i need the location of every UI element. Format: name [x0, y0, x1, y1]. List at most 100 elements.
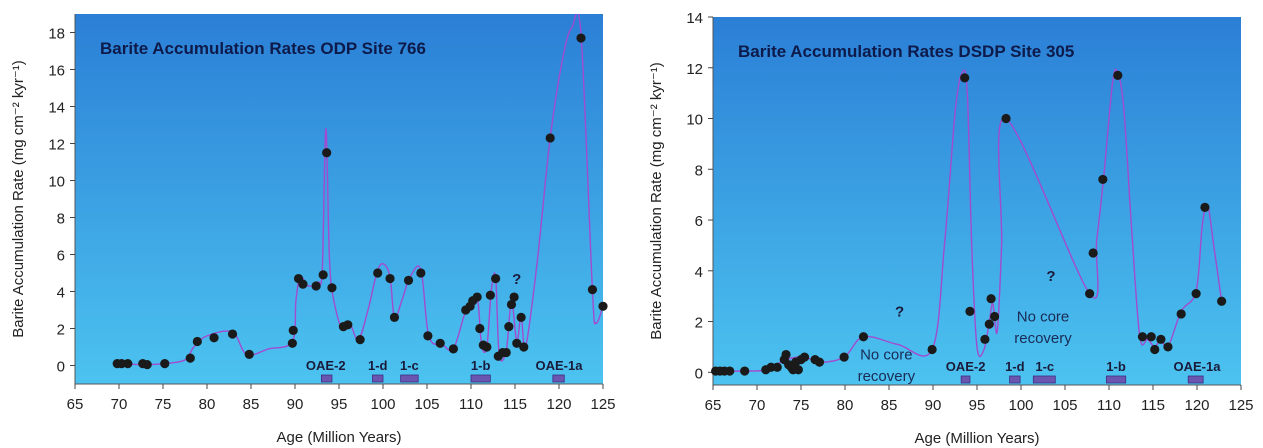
odp-x-tick-label: 70: [111, 396, 128, 413]
dsdp-data-point: [1137, 332, 1148, 342]
odp-chart-title: Barite Accumulation Rates ODP Site 766: [100, 39, 426, 58]
odp-event-bar: [320, 374, 333, 383]
dsdp-x-tick-label: 85: [881, 397, 898, 414]
odp-event-label: 1-c: [400, 358, 419, 373]
odp-x-tick-label: 125: [590, 396, 615, 413]
dsdp-plot-area: [713, 17, 1241, 385]
chart-odp-766: 0 2 4 6 8 10 12 14 16 18 65 70 75 80 85 90 95 100 105 110 11…: [0, 0, 620, 448]
dsdp-data-point: [1146, 332, 1156, 342]
dsdp-data-point: [1200, 202, 1210, 212]
odp-data-point: [423, 331, 433, 341]
odp-data-point: [322, 148, 332, 158]
dsdp-event-bar: [1105, 375, 1127, 384]
dsdp-data-point: [980, 334, 990, 344]
dsdp-y-tick-label: 14: [686, 10, 703, 27]
dsdp-x-tick-label: 125: [1228, 397, 1253, 414]
dsdp-event-bar: [1187, 375, 1204, 384]
odp-event-bar: [552, 374, 565, 383]
dsdp-data-point: [927, 344, 937, 355]
dsdp-x-tick-label: 75: [793, 397, 810, 414]
odp-y-tick-label: 10: [48, 174, 65, 191]
odp-data-point: [288, 325, 298, 335]
dsdp-data-point: [984, 319, 994, 329]
odp-data-point: [416, 268, 426, 278]
odp-y-tick-label: 6: [57, 248, 65, 265]
odp-data-point: [472, 292, 482, 302]
odp-x-tick-label: 105: [414, 396, 439, 413]
dsdp-x-tick-label: 115: [1141, 397, 1165, 414]
dsdp-y-tick-label: 12: [686, 61, 703, 78]
odp-y-tick-label: 12: [48, 137, 65, 154]
odp-data-point: [435, 338, 445, 348]
dsdp-chart-title: Barite Accumulation Rates DSDP Site 305: [738, 42, 1074, 61]
odp-x-tick-label: 80: [199, 396, 216, 413]
odp-data-point: [385, 273, 395, 284]
odp-data-point: [482, 342, 492, 352]
dsdp-data-point: [1113, 70, 1123, 80]
odp-data-point: [142, 359, 152, 370]
dsdp-x-tick-label: 110: [1097, 397, 1121, 414]
odp-data-point: [123, 359, 133, 369]
dsdp-x-tick-label: 90: [925, 397, 942, 414]
dsdp-y-axis-label: Barite Accumulation Rate (mg cm⁻² kyr⁻¹): [648, 62, 665, 340]
odp-x-axis-label: Age (Million Years): [276, 429, 401, 446]
dsdp-data-point: [1163, 342, 1173, 352]
dsdp-data-point: [793, 365, 803, 375]
odp-plot-area: [75, 14, 603, 384]
dsdp-data-point: [965, 306, 975, 316]
odp-data-point: [506, 299, 517, 310]
odp-data-point: [298, 279, 308, 289]
odp-x-tick-label: 120: [546, 396, 571, 413]
odp-data-point: [448, 344, 458, 354]
chart-odp-766-svg: 0 2 4 6 8 10 12 14 16 18 65 70 75 80 85 90 95 100 105 110 11…: [10, 14, 616, 446]
odp-data-point: [355, 335, 365, 345]
odp-data-point: [504, 322, 514, 332]
odp-data-point: [519, 342, 529, 352]
dsdp-data-point: [858, 332, 869, 342]
odp-question-mark: ?: [512, 271, 521, 288]
odp-data-point: [389, 312, 400, 322]
dsdp-event-bar: [1032, 375, 1056, 384]
dsdp-data-point: [1085, 289, 1095, 299]
dsdp-data-point: [1156, 334, 1166, 344]
dsdp-x-tick-label: 70: [749, 397, 766, 414]
odp-x-tick-label: 110: [459, 396, 483, 413]
odp-data-point: [587, 285, 598, 295]
odp-x-tick-label: 65: [67, 396, 84, 413]
dsdp-data-point: [1088, 248, 1098, 258]
dsdp-data-point: [1176, 309, 1186, 319]
odp-data-point: [227, 329, 238, 339]
dsdp-data-point: [960, 73, 970, 83]
odp-event-label: OAE-2: [306, 358, 346, 373]
dsdp-y-tick-label: 4: [695, 264, 703, 281]
odp-data-point: [501, 347, 511, 358]
odp-y-tick-label: 8: [57, 211, 65, 228]
odp-data-point: [192, 336, 202, 347]
dsdp-data-point: [990, 311, 1000, 322]
odp-data-point: [343, 320, 353, 330]
dsdp-question-mark: ?: [895, 303, 904, 320]
dsdp-question-mark: ?: [1046, 268, 1055, 285]
odp-y-tick-label: 2: [57, 322, 65, 339]
dsdp-x-tick-label: 100: [1008, 397, 1033, 414]
dsdp-event-bar: [960, 375, 971, 384]
dsdp-y-tick-label: 10: [686, 112, 703, 129]
dsdp-x-tick-label: 65: [705, 397, 722, 414]
odp-data-point: [318, 270, 328, 280]
dsdp-data-point: [986, 294, 996, 304]
chart-dsdp-305: 0 2 4 6 8 10 12 14 65 70 75 80 85 90 95 100 105 110 115 120…: [640, 0, 1263, 448]
odp-x-tick-label: 115: [503, 396, 527, 413]
dsdp-data-point: [1217, 296, 1227, 306]
dsdp-data-point: [1191, 289, 1201, 299]
dsdp-data-point: [725, 366, 735, 376]
dsdp-data-point: [814, 357, 825, 367]
odp-event-label: 1-b: [471, 358, 491, 373]
dsdp-event-bar: [1009, 375, 1021, 384]
dsdp-x-tick-label: 120: [1184, 397, 1209, 414]
odp-event-label: OAE-1a: [536, 358, 584, 373]
dsdp-annotation-text: recovery: [1014, 330, 1072, 347]
dsdp-y-tick-label: 2: [695, 315, 703, 332]
odp-y-tick-label: 4: [57, 285, 65, 302]
dsdp-event-label: 1-d: [1005, 359, 1025, 374]
dsdp-event-label: OAE-1a: [1174, 359, 1222, 374]
